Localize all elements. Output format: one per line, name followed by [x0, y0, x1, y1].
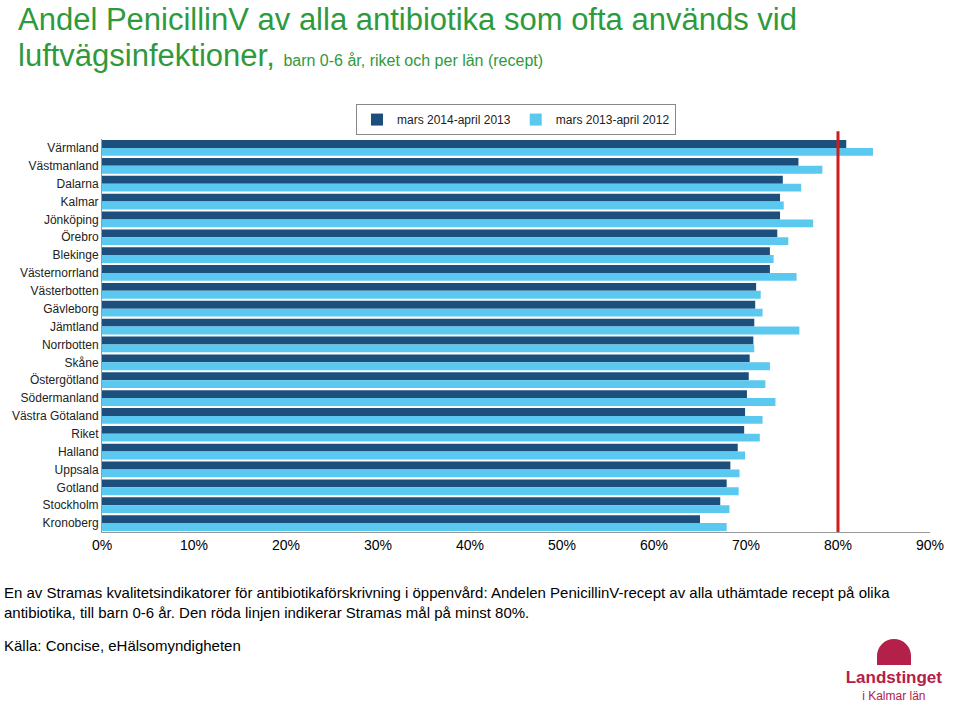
svg-text:80%: 80%: [824, 537, 852, 553]
svg-text:Gotland: Gotland: [57, 481, 99, 495]
svg-text:Kalmar: Kalmar: [61, 195, 99, 209]
svg-text:Blekinge: Blekinge: [53, 248, 99, 262]
svg-text:Uppsala: Uppsala: [55, 463, 99, 477]
svg-text:Jönköping: Jönköping: [44, 213, 99, 227]
svg-text:Södermanland: Södermanland: [21, 391, 99, 405]
svg-text:Västernorrland: Västernorrland: [20, 266, 99, 280]
html-text:Andel PenicillinV av alla anti: Andel PenicillinV av alla antibiotika so…: [18, 2, 797, 73]
html-text:Källa: Concise, eHälsomyndighe: Källa: Concise, eHälsomyndigheten: [4, 637, 241, 654]
html-text:i Kalmar län: i Kalmar län: [862, 689, 926, 703]
svg-text:Jämtland: Jämtland: [50, 320, 99, 334]
svg-text:Västmanland: Västmanland: [29, 159, 99, 173]
svg-text:Kronoberg: Kronoberg: [43, 516, 99, 530]
svg-text:70%: 70%: [732, 537, 760, 553]
svg-text:mars 2014-april 2013: mars 2014-april 2013: [397, 113, 511, 127]
svg-text:60%: 60%: [640, 537, 668, 553]
svg-text:Riket: Riket: [71, 427, 99, 441]
svg-text:mars 2013-april 2012: mars 2013-april 2012: [556, 113, 670, 127]
svg-text:40%: 40%: [456, 537, 484, 553]
svg-text:Halland: Halland: [58, 445, 99, 459]
svg-text:10%: 10%: [180, 537, 208, 553]
svg-text:Stockholm: Stockholm: [43, 498, 99, 512]
html-text:En av Stramas kvalitetsindikat: En av Stramas kvalitetsindikatorer för a…: [4, 584, 890, 621]
svg-text:90%: 90%: [916, 537, 944, 553]
svg-text:20%: 20%: [272, 537, 300, 553]
svg-text:50%: 50%: [548, 537, 576, 553]
svg-text:Västra Götaland: Västra Götaland: [12, 409, 99, 423]
html-text:Landstinget: Landstinget: [845, 668, 942, 687]
svg-text:0%: 0%: [92, 537, 112, 553]
svg-text:Dalarna: Dalarna: [57, 177, 99, 191]
svg-text:Västerbotten: Västerbotten: [31, 284, 99, 298]
svg-text:Norrbotten: Norrbotten: [42, 338, 99, 352]
svg-text:Örebro: Örebro: [61, 230, 99, 244]
svg-text:Östergötland: Östergötland: [30, 373, 99, 387]
svg-text:Värmland: Värmland: [47, 141, 98, 155]
svg-text:Skåne: Skåne: [65, 356, 99, 370]
html-text:barn 0-6 år, riket och per län: barn 0-6 år, riket och per län (recept): [283, 52, 544, 69]
svg-text:30%: 30%: [364, 537, 392, 553]
svg-text:Gävleborg: Gävleborg: [43, 302, 98, 316]
